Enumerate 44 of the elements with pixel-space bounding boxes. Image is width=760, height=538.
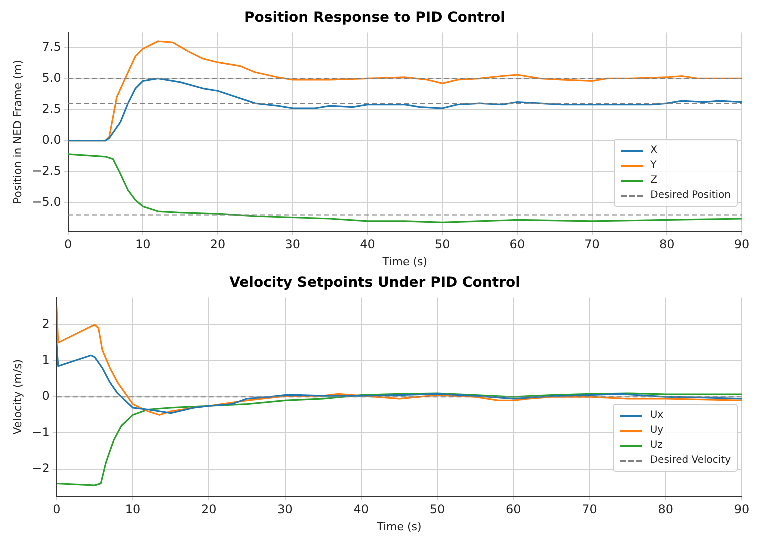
x-tick-label: 90 <box>734 238 750 252</box>
legend-label: Desired Position <box>650 190 731 201</box>
x-tick-label: 40 <box>354 502 370 517</box>
x-tick-label: 90 <box>734 502 750 517</box>
legend-label: Uz <box>650 440 663 451</box>
legend-label: Ux <box>650 410 664 421</box>
y-tick-label: −5.0 <box>32 194 62 209</box>
chart-title: Position Response to PID Control <box>244 10 506 26</box>
x-tick-label: 10 <box>136 238 151 252</box>
legend-label: Desired Velocity <box>650 455 731 466</box>
x-tick-label: 60 <box>510 238 526 252</box>
y-tick-label: 0 <box>42 389 50 404</box>
y-tick-label: −1 <box>32 425 50 440</box>
chart-title: Velocity Setpoints Under PID Control <box>230 275 520 292</box>
y-tick-label: 1 <box>42 353 50 368</box>
x-tick-label: 20 <box>201 502 217 517</box>
x-axis-title: Time (s) <box>376 520 422 534</box>
legend-label: Y <box>650 160 657 171</box>
y-tick-label: 0.0 <box>42 132 62 147</box>
legend-label: Uy <box>650 425 664 436</box>
y-tick-label: 5.0 <box>42 70 62 85</box>
y-axis-title: Position in NED Frame (m) <box>11 60 24 204</box>
x-tick-label: 10 <box>125 502 141 517</box>
x-axis-title: Time (s) <box>382 255 428 268</box>
x-tick-label: 70 <box>582 502 598 517</box>
legend-label: X <box>650 145 658 156</box>
y-axis-title: Velocity (m/s) <box>11 359 24 435</box>
y-tick-label: 7.5 <box>42 40 62 54</box>
x-tick-label: 30 <box>278 502 293 517</box>
x-tick-label: 70 <box>584 238 600 252</box>
x-tick-label: 40 <box>360 238 376 252</box>
x-tick-label: 50 <box>430 502 446 517</box>
x-tick-label: 30 <box>285 238 301 252</box>
y-tick-label: −2.5 <box>32 164 62 178</box>
y-tick-label: −2 <box>32 461 50 476</box>
x-tick-label: 60 <box>506 502 522 517</box>
x-tick-label: 80 <box>660 238 675 252</box>
x-tick-label: 50 <box>434 238 450 252</box>
legend-label: Z <box>650 175 658 186</box>
x-tick-label: 20 <box>210 238 226 252</box>
y-tick-label: 2.5 <box>42 102 62 116</box>
y-tick-label: 2 <box>42 317 50 332</box>
x-tick-label: 80 <box>658 502 674 517</box>
x-tick-label: 0 <box>64 238 72 252</box>
